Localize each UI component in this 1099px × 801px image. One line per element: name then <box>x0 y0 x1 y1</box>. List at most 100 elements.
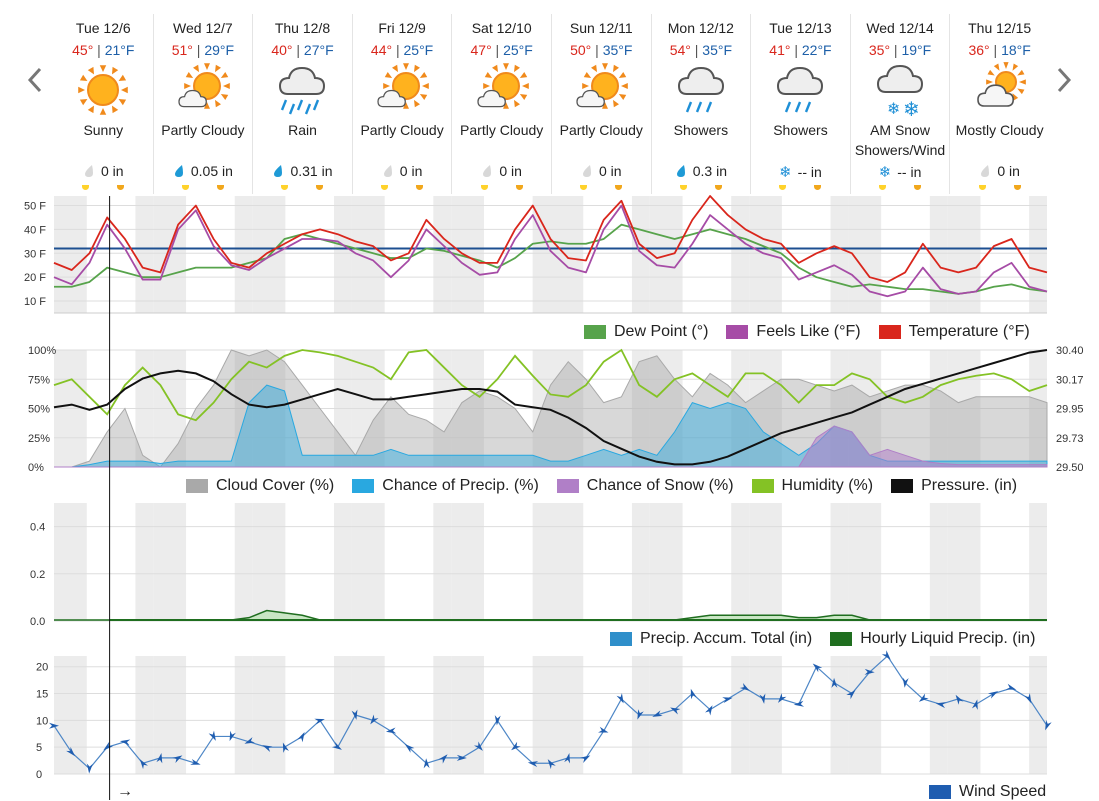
temp-separator: | <box>491 42 504 58</box>
wind-direction-arrow <box>778 693 787 703</box>
rain-icon <box>279 66 326 115</box>
wind-direction-arrow <box>759 693 766 704</box>
day-column[interactable]: Mon 12/12 54° | 35°F Showers 0.3 in <box>650 14 751 194</box>
temp-tick-label: 20 F <box>24 272 46 284</box>
day-temps: 54° | 35°F <box>652 42 751 58</box>
condition-text: Sunny <box>83 122 124 138</box>
legend-label[interactable]: Hourly Liquid Precip. (in) <box>860 630 1036 647</box>
precip-panel <box>54 503 1047 622</box>
legend-label[interactable]: Precip. Accum. Total (in) <box>640 630 813 647</box>
night-band <box>1029 503 1047 621</box>
precip-value: -- in <box>797 164 822 180</box>
legend-label[interactable]: Temperature (°F) <box>908 323 1030 340</box>
moon-icon <box>615 185 623 190</box>
day-temps: 36° | 18°F <box>950 42 1049 58</box>
day-column[interactable]: Sun 12/11 50° | 35°F Partly Cloudy 0 in <box>550 14 651 194</box>
wind-direction-arrow <box>331 741 342 750</box>
legend-label[interactable]: Cloud Cover (%) <box>216 477 335 494</box>
sun-moon-indicator <box>851 185 950 190</box>
sunrise-icon <box>978 185 986 190</box>
wind-direction-arrow <box>564 753 571 764</box>
legend-label[interactable]: Pressure. (in) <box>921 477 1018 494</box>
partly-cloudy-icon <box>377 63 429 109</box>
next-day-arrow[interactable] <box>1049 62 1079 98</box>
condition-text: Showers <box>773 122 828 138</box>
legend-label[interactable]: Wind Speed <box>959 783 1047 800</box>
night-band <box>631 503 650 621</box>
precip-value: 0.3 in <box>692 163 727 179</box>
legend-label[interactable]: Chance of Snow (%) <box>586 477 734 494</box>
precip-legend: Precip. Accum. Total (in) Hourly Liquid P… <box>592 630 1035 648</box>
legend-label[interactable]: Humidity (%) <box>781 477 874 494</box>
legend-label[interactable]: Feels Like (°F) <box>756 323 861 340</box>
temp-panel <box>54 196 1047 314</box>
day-column[interactable]: Thu 12/8 40° | 27°F Rain 0.31 in <box>252 14 352 194</box>
chance-snow-area <box>54 425 1048 468</box>
wind-direction-arrow <box>494 715 501 726</box>
wind-direction-arrow <box>812 663 823 673</box>
sunny-icon <box>78 65 129 115</box>
day-name: Tue 12/6 <box>75 20 131 36</box>
temp-separator: | <box>790 42 802 58</box>
legend-swatch <box>929 785 951 799</box>
low-temp: 35°F <box>602 42 633 58</box>
prev-day-arrow[interactable] <box>20 62 50 98</box>
wind-direction-arrow <box>864 668 875 675</box>
temp-tick-label: 30 F <box>24 248 46 260</box>
day-column[interactable]: Thu 12/15 36° | 18°F Mostly Cloudy 0 in <box>949 14 1049 194</box>
wind-direction-arrow <box>616 693 624 704</box>
day-column[interactable]: Wed 12/14 35° | 19°F ❄ ❄ AM Snow Showers/… <box>849 14 950 194</box>
wind-direction-arrow <box>103 741 113 751</box>
pressure-tick-label: 30.40 <box>1056 345 1084 357</box>
precip-amount: 0.31 in <box>253 163 352 179</box>
precip-amount: ❄ -- in <box>851 163 950 181</box>
wind-direction-arrow <box>690 688 697 700</box>
snowflake-icon: ❄ <box>779 163 792 181</box>
precip-tick-label: 0.4 <box>30 522 45 534</box>
legend-swatch <box>556 479 579 493</box>
legend-label[interactable]: Chance of Precip. (%) <box>382 477 539 494</box>
dry-drop-icon <box>483 165 492 177</box>
low-temp: 29°F <box>204 42 235 58</box>
cloud-legend: Cloud Cover (%) Chance of Precip. (%) Chan… <box>168 477 1017 495</box>
day-column[interactable]: Sat 12/10 47° | 25°F Partly Cloudy 0 in <box>451 14 551 194</box>
sun-moon-indicator <box>253 185 352 190</box>
wind-direction-arrow <box>637 709 644 720</box>
condition-text: Rain <box>288 122 317 138</box>
partly-cloudy-icon <box>477 63 529 109</box>
night-band <box>234 656 253 774</box>
high-temp: 51° <box>171 42 193 58</box>
legend-swatch <box>584 325 606 339</box>
wind-direction-arrow <box>244 737 255 744</box>
night-band <box>848 503 882 621</box>
night-band <box>153 503 187 621</box>
legend-label[interactable]: Dew Point (°) <box>614 323 709 340</box>
condition-text: Partly Cloudy <box>460 122 544 138</box>
cloud-tick-label: 50% <box>28 404 50 416</box>
day-column[interactable]: Tue 12/6 45° | 21°F Sunny 0 in <box>54 14 153 194</box>
night-band <box>929 656 948 774</box>
cloud-tick-label: 0% <box>28 462 44 474</box>
precip-value: 0 in <box>499 163 522 179</box>
condition-text: Partly Cloudy <box>161 122 245 138</box>
night-band <box>731 196 750 313</box>
day-temps: 35° | 19°F <box>851 42 950 58</box>
day-column[interactable]: Fri 12/9 44° | 25°F Partly Cloudy 0 in <box>351 14 452 194</box>
night-band <box>848 656 882 774</box>
day-column[interactable]: Wed 12/7 51° | 29°F Partly Cloudy 0.05 i… <box>152 14 253 194</box>
sunrise-icon <box>480 185 488 190</box>
cloud-cover-area <box>54 349 1048 468</box>
cloud-tick-label: 25% <box>28 433 50 445</box>
wind-direction-arrow <box>580 755 591 764</box>
sunrise-icon <box>381 185 389 190</box>
wind-direction-arrow <box>831 677 838 688</box>
wind-tick-label: 15 <box>36 689 48 701</box>
day-column[interactable]: Tue 12/13 41° | 22°F Showers ❄ -- in <box>750 14 850 194</box>
high-temp: 35° <box>868 42 891 58</box>
wind-direction-arrow <box>456 754 467 761</box>
temp-tick-label: 10 F <box>24 296 46 308</box>
low-temp: 22°F <box>801 42 832 58</box>
night-band <box>135 656 154 774</box>
sunrise-icon <box>281 185 289 190</box>
night-band <box>54 503 87 621</box>
